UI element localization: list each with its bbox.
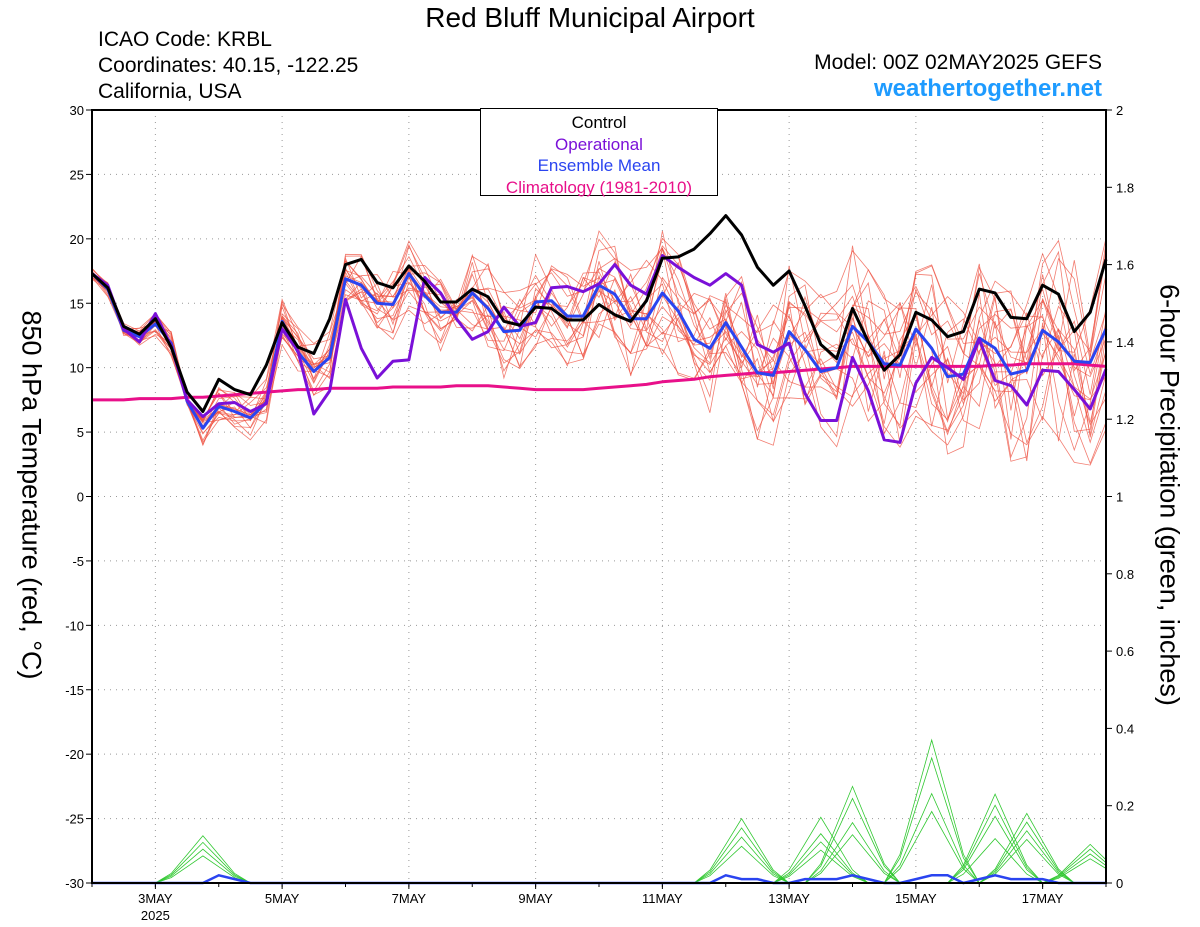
icao-code: ICAO Code: KRBL: [98, 28, 272, 51]
y-tick-label-left: 10: [70, 361, 84, 376]
plot-frame: [91, 109, 1107, 884]
precip-member-line: [92, 792, 1107, 884]
y-tick-label-right: 0.8: [1116, 567, 1134, 582]
ensemble-member-line: [91, 249, 1107, 466]
y-tick-label-right: 1.2: [1116, 412, 1134, 427]
ensemble-member-line: [91, 268, 1107, 429]
model-run: Model: 00Z 02MAY2025 GEFS: [814, 51, 1102, 74]
ensemble-member-line: [91, 247, 1107, 448]
y-tick-label-left: 15: [70, 296, 84, 311]
y-tick-label-left: -20: [65, 747, 84, 762]
y-tick-label-left: 5: [77, 425, 84, 440]
y-tick-label-left: -25: [65, 812, 84, 827]
coordinates: Coordinates: 40.15, -122.25: [98, 54, 359, 77]
precip-member-line: [92, 815, 1106, 884]
x-tick-label: 7MAY: [392, 891, 427, 906]
x-tick-label: 5MAY: [265, 891, 300, 906]
y-tick-label-left: -10: [65, 618, 84, 633]
y-tick-label-left: -5: [72, 554, 84, 569]
chart-title: Red Bluff Municipal Airport: [425, 2, 755, 33]
y-tick-label-left: 20: [70, 232, 84, 247]
y-tick-label-right: 1: [1116, 490, 1123, 505]
location: California, USA: [98, 80, 242, 103]
ensemble-member-line: [91, 230, 1107, 435]
x-tick-label: 17MAY: [1022, 891, 1064, 906]
y-axis-label-left: 850 hPa Temperature (red, °C): [16, 310, 47, 680]
ensemble-member-line: [91, 245, 1107, 438]
y-axis-label-right: 6-hour Precipitation (green, inches): [1154, 284, 1185, 706]
y-tick-label-right: 1.8: [1116, 180, 1134, 195]
legend-entry-operational: Operational: [555, 134, 643, 154]
x-tick-label: 13MAY: [768, 891, 810, 906]
y-tick-label-left: -30: [65, 876, 84, 891]
y-tick-label-right: 0.4: [1116, 721, 1134, 736]
legend: Control Operational Ensemble Mean Climat…: [480, 108, 718, 197]
precip-member-line: [92, 738, 1107, 884]
y-tick-label-left: 25: [70, 167, 84, 182]
precip-member-line: [92, 812, 1106, 884]
y-tick-label-right: 1.6: [1116, 258, 1134, 273]
ensemble-member-line: [91, 249, 1107, 459]
precip-member-line: [92, 785, 1106, 884]
climatology-line: [92, 362, 1107, 402]
legend-entry-ensemble-mean: Ensemble Mean: [537, 156, 661, 175]
legend-entry-climatology: Climatology (1981-2010): [505, 177, 693, 197]
precip-member-line: [92, 793, 1106, 884]
y-tick-label-right: 0.6: [1116, 644, 1134, 659]
operational-line: [91, 254, 1108, 444]
y-tick-label-right: 0: [1116, 876, 1123, 891]
y-tick-label-right: 1.4: [1116, 335, 1134, 350]
site-link[interactable]: weathertogether.net: [873, 75, 1102, 102]
y-tick-label-left: -15: [65, 683, 84, 698]
x-tick-label: 11MAY: [642, 891, 683, 906]
y-tick-label-right: 0.2: [1116, 799, 1134, 814]
y-tick-label-right: 2: [1116, 103, 1123, 118]
x-tick-label: 9MAY: [518, 891, 553, 906]
y-tick-label-left: 30: [70, 103, 84, 118]
x-tick-label: 15MAY: [895, 891, 937, 906]
ensemble-member-line: [91, 230, 1107, 423]
x-tick-label: 3MAY: [138, 891, 173, 906]
precip-member-line: [92, 810, 1107, 884]
legend-entry-control: Control: [571, 113, 627, 132]
precip-member-line: [92, 821, 1106, 884]
ensemble-member-line: [91, 240, 1107, 465]
y-tick-label-left: 0: [77, 490, 84, 505]
x-tick-sublabel: 2025: [141, 908, 170, 923]
precip-member-line: [92, 797, 1106, 884]
control-line: [90, 214, 1108, 413]
